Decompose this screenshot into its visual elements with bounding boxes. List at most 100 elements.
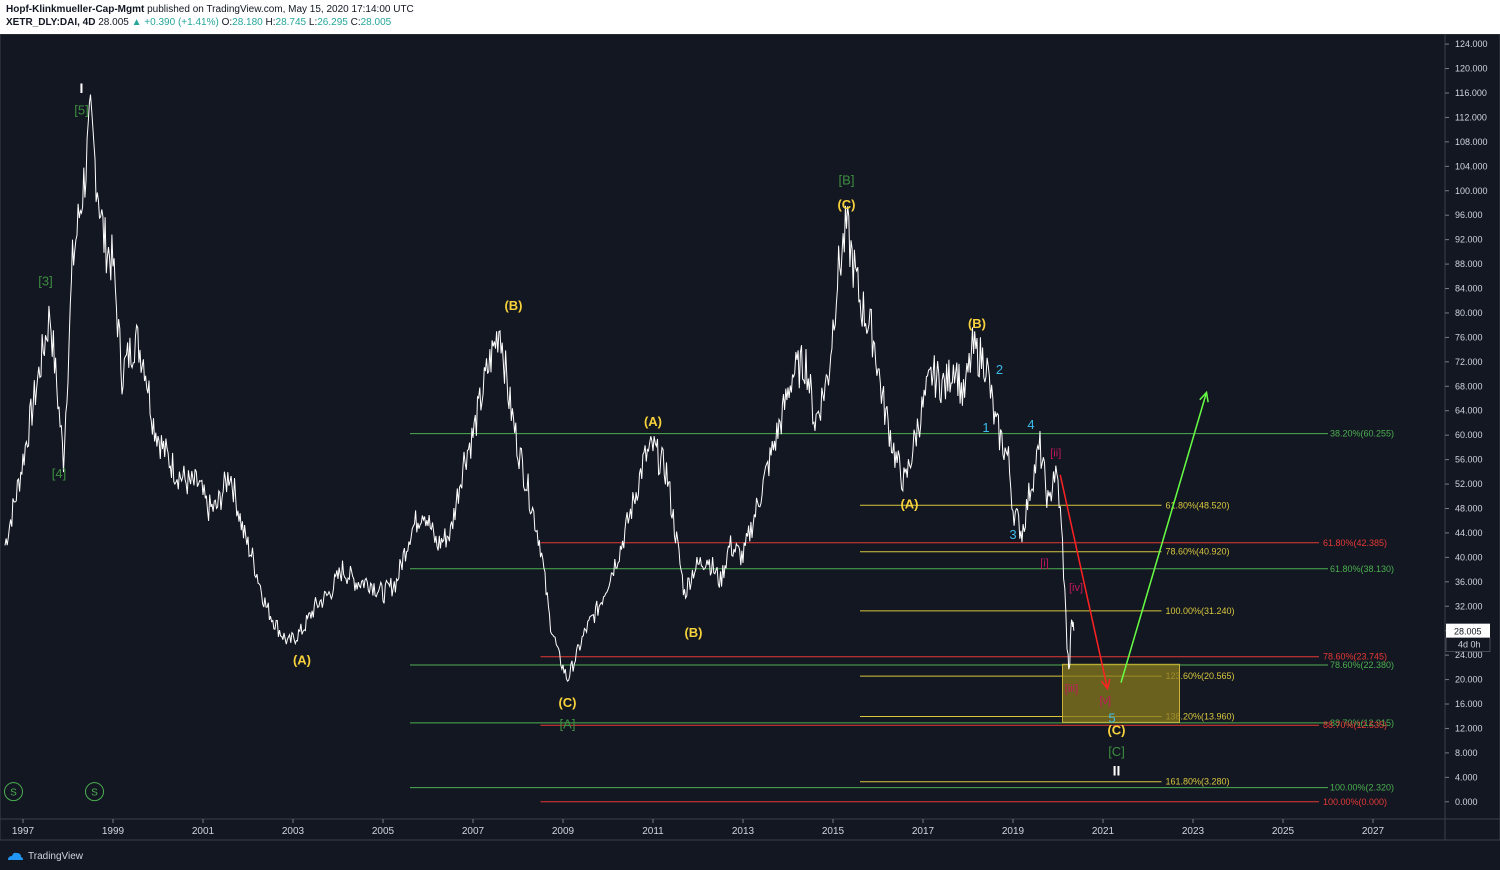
y-tick-label: 84.000 — [1455, 284, 1483, 294]
wave-label: II — [1113, 763, 1121, 779]
x-tick-label: 2001 — [192, 826, 215, 837]
wave-labels: I [5] [3] [4] (A) (B) (C) [A] (A) (B) [B] (C) (A) (B)… — [4, 80, 1126, 802]
price-tag-label: 28.005 — [1454, 627, 1482, 637]
open-label: O: — [221, 17, 233, 28]
wave-label: [5] — [74, 102, 88, 117]
y-tick-label: 120.000 — [1455, 64, 1488, 74]
y-tick-label: 80.000 — [1455, 308, 1483, 318]
author-name[interactable]: Hopf-Klinkmueller-Cap-Mgmt — [6, 4, 145, 15]
timeframe-tag-box — [1445, 637, 1491, 652]
publish-date: published on TradingView.com, May 15, 20… — [144, 4, 414, 15]
fib-label: 100.00%(2.320) — [1330, 783, 1394, 793]
wave-label: [4] — [52, 466, 66, 481]
y-tick-label: 12.000 — [1455, 723, 1483, 733]
y-tick-label: 52.000 — [1455, 479, 1483, 489]
y-tick-label: 4.000 — [1455, 772, 1478, 782]
y-tick-label: 44.000 — [1455, 528, 1483, 538]
last-price: 28.005 — [98, 17, 129, 28]
fib-label: 138.20%(13.960) — [1166, 711, 1235, 721]
x-tick-label: 2003 — [282, 826, 305, 837]
timeframe-tag-label: 4d 0h — [1458, 640, 1481, 650]
session-marker-circle — [85, 782, 104, 802]
x-tick-label: 2013 — [732, 826, 755, 837]
publish-info: Hopf-Klinkmueller-Cap-Mgmt published on … — [6, 4, 414, 15]
session-marker-label: S — [10, 788, 17, 799]
price-tag-box — [1446, 623, 1490, 638]
y-tick-label: 32.000 — [1455, 601, 1483, 611]
y-tick-label: 0.000 — [1455, 797, 1478, 807]
y-tick-label: 116.000 — [1455, 88, 1487, 98]
wave-label: [iii] — [1065, 683, 1078, 695]
wave-label: (A) — [644, 414, 662, 429]
chart-frame — [0, 34, 1500, 841]
price-line — [4, 94, 1075, 683]
target-zone-box — [1062, 663, 1180, 723]
fib-levels: 38.20%(60.255) 61.80%(38.130) 78.60%(22.38… — [410, 429, 1394, 807]
fib-label: 78.60%(23.745) — [1323, 652, 1387, 662]
y-tick-label: 8.000 — [1455, 748, 1478, 758]
brand-name: TradingView — [28, 850, 84, 862]
wave-label: 3 — [1009, 527, 1016, 542]
arrow-head — [1199, 390, 1209, 403]
y-tick-label: 88.000 — [1455, 259, 1483, 269]
low-label: L: — [308, 17, 318, 28]
x-tick-label: 2027 — [1362, 826, 1385, 837]
price-series — [4, 94, 1075, 683]
x-tick-label: 1997 — [12, 826, 35, 837]
fib-label: 161.80%(3.280) — [1166, 777, 1230, 787]
wave-label: [v] — [1099, 695, 1111, 707]
wave-label: (C) — [837, 197, 855, 212]
wave-label: 1 — [982, 420, 989, 435]
y-tick-label: 36.000 — [1455, 577, 1483, 587]
brand-logo[interactable]: TradingView — [6, 850, 83, 862]
fib-label: 38.20%(60.255) — [1330, 429, 1394, 439]
x-tick-label: 2019 — [1002, 826, 1025, 837]
wave-label: [i] — [1040, 558, 1049, 570]
y-tick-label: 108.000 — [1455, 137, 1488, 147]
symbol-name[interactable]: XETR_DLY:DAI, 4D — [6, 17, 96, 28]
fib-label: 100.00%(0.000) — [1323, 797, 1387, 807]
axes: 124.000120.000116.000112.000108.000104.0… — [0, 34, 1500, 841]
arrow-head — [1100, 678, 1111, 691]
y-tick-label: 72.000 — [1455, 357, 1483, 367]
y-tick-label: 56.000 — [1455, 455, 1483, 465]
fib-label: 61.80%(38.130) — [1330, 564, 1394, 574]
wave-label: (C) — [558, 695, 576, 710]
price-chart[interactable]: 38.20%(60.255) 61.80%(38.130) 78.60%(22.38… — [0, 34, 1500, 846]
fib-label: 88.70%(12.915) — [1330, 718, 1394, 728]
y-tick-label: 20.000 — [1455, 675, 1483, 685]
wave-label: [A] — [560, 716, 576, 731]
fib-label: 78.60%(40.920) — [1166, 547, 1230, 557]
wave-label: 4 — [1027, 417, 1034, 432]
fib-label: 88.70%(12.535) — [1323, 720, 1387, 730]
y-tick-label: 16.000 — [1455, 699, 1483, 709]
y-tick-label: 100.000 — [1455, 186, 1488, 196]
y-tick-label: 92.000 — [1455, 235, 1483, 245]
high-value: 28.745 — [275, 17, 307, 28]
y-tick-label: 64.000 — [1455, 406, 1483, 416]
x-tick-label: 2011 — [642, 826, 664, 837]
wave-label: 5 — [1108, 710, 1115, 725]
wave-label: [iv] — [1069, 582, 1083, 594]
projection-arrows — [1059, 390, 1209, 691]
wave-label: [B] — [839, 173, 855, 188]
price-change: ▲ +0.390 (+1.41%) — [131, 17, 219, 28]
wave-label: [C] — [1108, 744, 1125, 759]
y-tick-label: 76.000 — [1455, 332, 1483, 342]
symbol-info: XETR_DLY:DAI, 4D 28.005 ▲ +0.390 (+1.41%… — [6, 17, 391, 28]
fib-label: 78.60%(22.380) — [1330, 660, 1394, 670]
x-tick-label: 2009 — [552, 826, 575, 837]
wave-label: (A) — [900, 496, 918, 511]
x-tick-label: 2005 — [372, 826, 395, 837]
wave-label: 2 — [996, 362, 1003, 377]
wave-label: [3] — [38, 273, 52, 288]
wave-label: (B) — [968, 316, 986, 331]
x-tick-label: 2025 — [1272, 826, 1295, 837]
tradingview-cloud-icon — [8, 852, 23, 860]
x-tick-label: 2021 — [1092, 826, 1115, 837]
fib-label: 123.60%(20.565) — [1166, 671, 1235, 681]
y-tick-label: 24.000 — [1455, 650, 1483, 660]
session-marker-circle — [4, 782, 23, 802]
wave-label: I — [80, 80, 84, 96]
fib-label: 61.80%(42.385) — [1323, 538, 1387, 548]
